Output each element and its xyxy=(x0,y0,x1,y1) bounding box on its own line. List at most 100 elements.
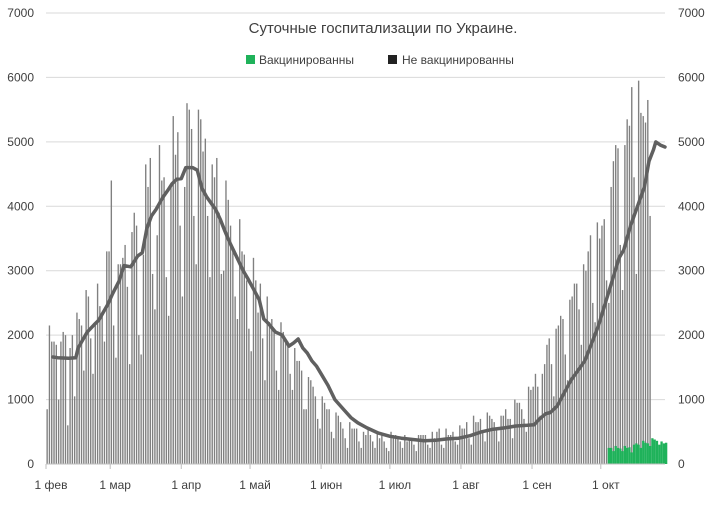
bar-vaccinated xyxy=(616,447,620,464)
bar-vaccinated xyxy=(626,447,629,464)
bar-unvaccinated xyxy=(220,273,223,464)
bar-unvaccinated xyxy=(601,225,603,464)
bar-unvaccinated xyxy=(57,399,60,464)
y-tick-label-left: 1000 xyxy=(7,393,34,407)
bar-unvaccinated xyxy=(351,428,353,464)
bar-unvaccinated xyxy=(631,87,633,464)
bar-unvaccinated xyxy=(507,418,509,464)
series-unvaccinated-bars xyxy=(46,80,651,465)
bar-unvaccinated xyxy=(101,312,103,464)
bar-unvaccinated xyxy=(454,441,456,464)
bar-unvaccinated xyxy=(323,402,326,464)
y-tick-label-left: 2000 xyxy=(7,328,34,342)
bar-unvaccinated xyxy=(200,119,202,465)
bar-unvaccinated xyxy=(133,212,135,464)
bar-vaccinated xyxy=(623,445,627,464)
bar-unvaccinated xyxy=(321,396,323,464)
bar-unvaccinated xyxy=(177,132,179,464)
bar-unvaccinated xyxy=(539,415,541,464)
bar-unvaccinated xyxy=(239,219,241,464)
bar-unvaccinated xyxy=(346,447,349,464)
bar-unvaccinated xyxy=(509,418,511,464)
x-tick-label: 1 май xyxy=(239,478,271,492)
bar-unvaccinated xyxy=(78,319,80,464)
bar-unvaccinated xyxy=(83,370,85,464)
bar-unvaccinated xyxy=(449,435,452,464)
bar-unvaccinated xyxy=(521,409,523,464)
bar-unvaccinated xyxy=(578,309,580,464)
bar-unvaccinated xyxy=(181,296,184,464)
bar-unvaccinated xyxy=(319,428,321,464)
bar-unvaccinated xyxy=(188,109,190,465)
x-tick-label: 1 окт xyxy=(592,478,620,492)
bar-unvaccinated xyxy=(436,431,438,464)
y-tick-label-right: 3000 xyxy=(678,264,705,278)
bar-unvaccinated xyxy=(151,273,154,464)
bar-unvaccinated xyxy=(245,280,248,464)
bar-unvaccinated xyxy=(330,431,333,464)
bar-unvaccinated xyxy=(353,428,356,464)
legend-label-unvaccinated: Не вакцинированны xyxy=(402,53,514,67)
bar-unvaccinated xyxy=(339,422,342,464)
y-tick-label-right: 0 xyxy=(678,457,685,471)
bar-unvaccinated xyxy=(548,338,550,464)
bar-unvaccinated xyxy=(342,428,344,464)
bar-unvaccinated xyxy=(523,418,525,464)
bar-unvaccinated xyxy=(172,116,174,464)
bar-unvaccinated xyxy=(553,396,555,464)
bar-unvaccinated xyxy=(550,364,553,464)
bar-unvaccinated xyxy=(179,225,181,464)
bar-unvaccinated xyxy=(401,447,404,464)
bar-unvaccinated xyxy=(193,215,195,464)
bar-unvaccinated xyxy=(456,444,459,464)
y-tick-label-left: 7000 xyxy=(7,6,34,20)
bar-unvaccinated xyxy=(410,438,413,464)
bar-vaccinated xyxy=(628,447,631,464)
bar-unvaccinated xyxy=(122,257,124,464)
bar-unvaccinated xyxy=(390,431,392,464)
bar-unvaccinated xyxy=(385,447,388,464)
bar-unvaccinated xyxy=(610,186,612,464)
bar-unvaccinated xyxy=(110,180,113,464)
bar-unvaccinated xyxy=(452,431,454,464)
bar-unvaccinated xyxy=(459,425,461,464)
bar-vaccinated xyxy=(635,443,638,464)
y-axis-right: 0 1000 2000 3000 4000 5000 6000 7000 xyxy=(678,6,705,471)
bar-unvaccinated xyxy=(284,341,287,464)
bar-unvaccinated xyxy=(333,438,335,464)
x-tick-label: 1 авг xyxy=(452,478,480,492)
bar-vaccinated xyxy=(614,445,617,464)
bar-unvaccinated xyxy=(640,112,642,464)
bar-unvaccinated xyxy=(85,290,87,464)
bar-unvaccinated xyxy=(511,438,514,464)
bar-vaccinated xyxy=(655,440,659,464)
bar-unvaccinated xyxy=(282,331,284,464)
bar-unvaccinated xyxy=(218,212,220,464)
bar-unvaccinated xyxy=(300,370,303,464)
bar-unvaccinated xyxy=(305,409,307,464)
bar-unvaccinated xyxy=(424,435,427,464)
bar-unvaccinated xyxy=(312,386,314,464)
bar-vaccinated xyxy=(653,439,656,464)
bar-unvaccinated xyxy=(206,215,209,464)
bar-unvaccinated xyxy=(392,435,395,464)
bar-unvaccinated xyxy=(252,257,255,464)
bar-unvaccinated xyxy=(605,280,608,464)
bar-unvaccinated xyxy=(128,364,131,464)
bar-unvaccinated xyxy=(360,447,362,464)
bar-unvaccinated xyxy=(626,119,628,465)
bar-vaccinated xyxy=(644,442,647,464)
bar-unvaccinated xyxy=(637,80,640,465)
y-tick-label-left: 3000 xyxy=(7,264,34,278)
bar-unvaccinated xyxy=(427,444,429,464)
bar-unvaccinated xyxy=(314,396,317,464)
bar-unvaccinated xyxy=(518,402,521,464)
bar-unvaccinated xyxy=(649,215,651,464)
bar-unvaccinated xyxy=(46,409,48,464)
bar-unvaccinated xyxy=(124,244,126,464)
bar-unvaccinated xyxy=(349,422,351,464)
bar-unvaccinated xyxy=(135,225,138,464)
y-tick-label-right: 7000 xyxy=(678,6,705,20)
bar-unvaccinated xyxy=(289,373,291,464)
bar-unvaccinated xyxy=(278,389,280,464)
